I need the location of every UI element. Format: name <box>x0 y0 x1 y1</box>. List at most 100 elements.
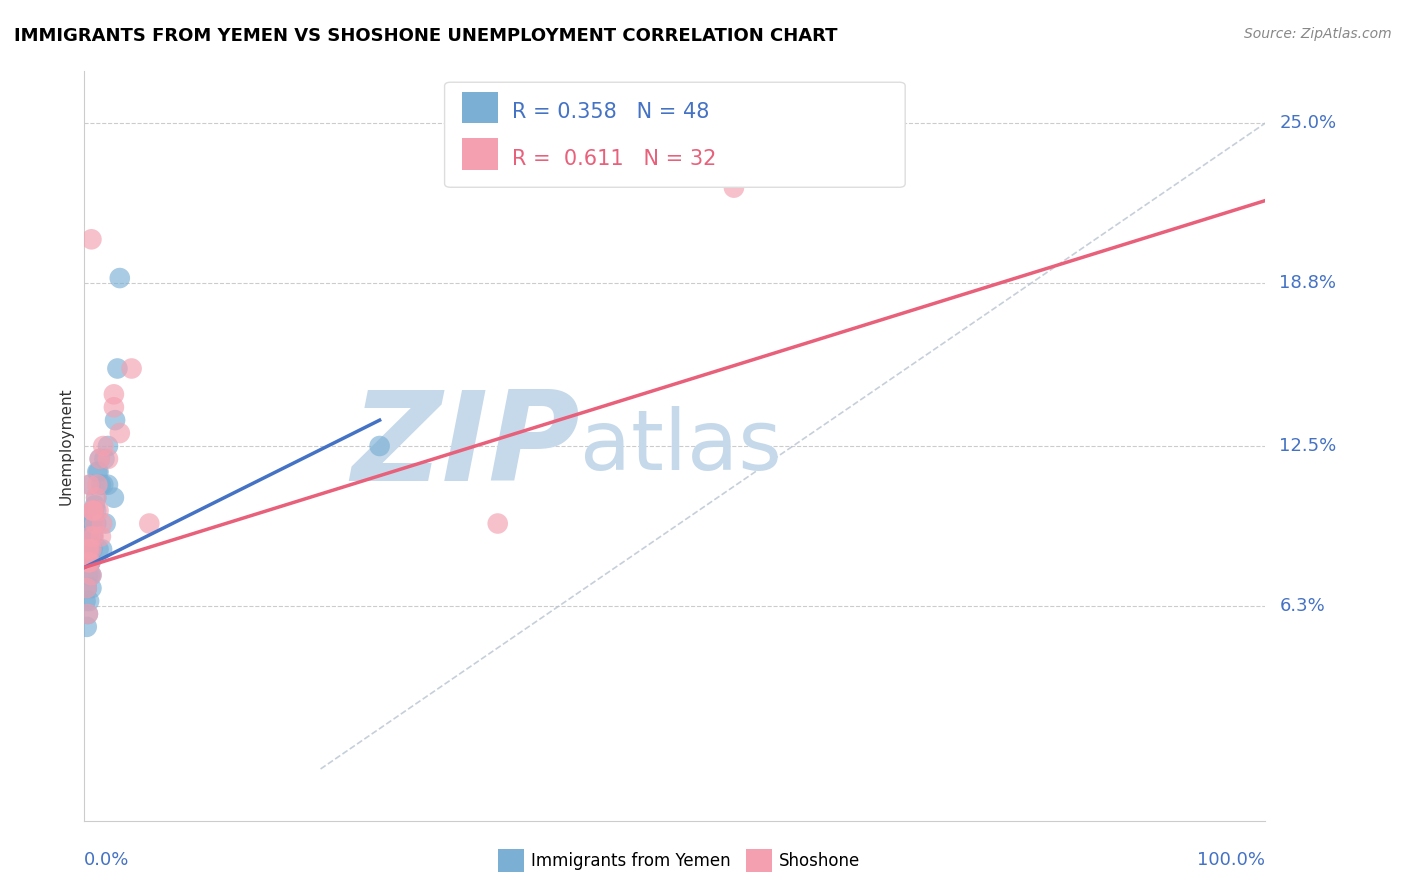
Point <box>76 581 98 595</box>
Point <box>77 568 100 582</box>
Text: ZIP: ZIP <box>352 385 581 507</box>
Point <box>87 542 110 557</box>
Point <box>76 581 98 595</box>
Point <box>80 581 103 595</box>
Point <box>103 387 125 401</box>
Point <box>79 555 101 569</box>
Point <box>77 529 100 543</box>
Point <box>84 503 107 517</box>
Point <box>82 542 104 557</box>
Text: Immigrants from Yemen: Immigrants from Yemen <box>531 852 731 870</box>
Point <box>97 477 120 491</box>
Point <box>121 361 143 376</box>
Point <box>83 529 105 543</box>
Point <box>82 529 104 543</box>
Point <box>77 477 100 491</box>
Point <box>89 451 111 466</box>
Point <box>87 503 110 517</box>
Point <box>97 451 120 466</box>
Point <box>79 477 101 491</box>
Point <box>77 555 100 569</box>
Point <box>77 542 100 557</box>
Text: 25.0%: 25.0% <box>1279 114 1337 132</box>
Bar <box>498 849 523 871</box>
Point <box>90 529 112 543</box>
Point <box>80 568 103 582</box>
Point <box>84 491 107 505</box>
Point <box>103 491 125 505</box>
Point <box>94 516 117 531</box>
Text: IMMIGRANTS FROM YEMEN VS SHOSHONE UNEMPLOYMENT CORRELATION CHART: IMMIGRANTS FROM YEMEN VS SHOSHONE UNEMPL… <box>14 27 838 45</box>
Point <box>80 568 103 582</box>
Point <box>138 516 160 531</box>
Text: 0.0%: 0.0% <box>84 851 129 869</box>
Text: 12.5%: 12.5% <box>1279 437 1337 455</box>
Point <box>80 542 103 557</box>
Bar <box>463 138 498 169</box>
Text: 18.8%: 18.8% <box>1279 274 1336 293</box>
Point <box>76 620 98 634</box>
FancyBboxPatch shape <box>444 82 905 187</box>
Point <box>97 439 120 453</box>
Point <box>83 516 105 531</box>
Point <box>84 499 107 513</box>
Point <box>103 401 125 415</box>
Point <box>108 271 131 285</box>
Point <box>90 477 112 491</box>
Point <box>93 451 115 466</box>
Point <box>84 516 107 531</box>
Point <box>76 555 98 569</box>
Point <box>77 542 100 557</box>
Text: 6.3%: 6.3% <box>1279 597 1324 615</box>
Point <box>83 503 105 517</box>
Point <box>79 555 101 569</box>
Point <box>77 529 100 543</box>
Point <box>82 503 104 517</box>
Point <box>76 581 98 595</box>
Point <box>91 477 114 491</box>
Point <box>368 439 391 453</box>
Point <box>77 542 100 557</box>
Point <box>91 542 114 557</box>
Point <box>79 555 101 569</box>
Text: atlas: atlas <box>581 406 782 486</box>
Point <box>77 607 100 621</box>
Point <box>86 477 108 491</box>
Point <box>82 503 104 517</box>
Text: R =  0.611   N = 32: R = 0.611 N = 32 <box>512 149 716 169</box>
Point <box>79 568 101 582</box>
Point <box>108 426 131 441</box>
Point <box>79 529 101 543</box>
Text: R = 0.358   N = 48: R = 0.358 N = 48 <box>512 103 709 122</box>
Point <box>84 516 107 531</box>
Point <box>77 516 100 531</box>
Point <box>82 529 104 543</box>
Point <box>91 439 114 453</box>
Point <box>80 516 103 531</box>
Point <box>75 594 97 608</box>
Point <box>83 503 105 517</box>
Point <box>91 516 114 531</box>
Point <box>77 555 100 569</box>
Y-axis label: Unemployment: Unemployment <box>58 387 73 505</box>
Point <box>84 491 107 505</box>
Point <box>77 607 100 621</box>
Point <box>77 594 100 608</box>
Point <box>87 465 110 479</box>
Point <box>89 451 111 466</box>
Point <box>80 542 103 557</box>
Point <box>723 180 745 194</box>
Point <box>77 555 100 569</box>
Point <box>83 503 105 517</box>
Bar <box>745 849 772 871</box>
Point <box>86 465 108 479</box>
Bar <box>463 92 498 123</box>
Point <box>104 413 127 427</box>
Text: 100.0%: 100.0% <box>1198 851 1265 869</box>
Point <box>486 516 509 531</box>
Point <box>80 232 103 246</box>
Text: Source: ZipAtlas.com: Source: ZipAtlas.com <box>1244 27 1392 41</box>
Point <box>75 542 97 557</box>
Point <box>107 361 129 376</box>
Text: Shoshone: Shoshone <box>779 852 860 870</box>
